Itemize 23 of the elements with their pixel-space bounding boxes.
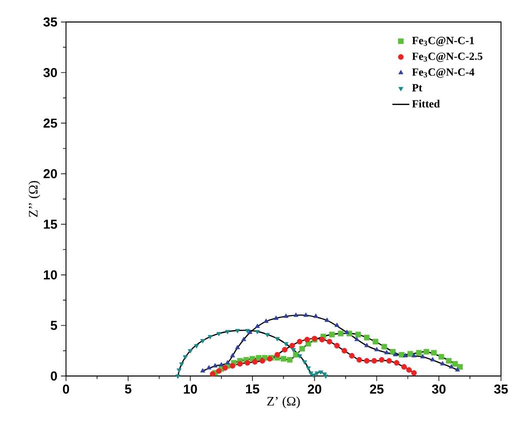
x-tick-label: 5 <box>124 384 132 394</box>
y-axis-title: Z’’ (Ω) <box>28 181 40 217</box>
legend-label: Fe$_{3}$C@N-C-1 <box>412 36 474 46</box>
legend-label: Fitted <box>412 100 440 108</box>
x-tick-label: 15 <box>246 384 260 394</box>
x-tick-label: 35 <box>494 384 508 394</box>
legend-label: Fe$_{3}$C@N-C-2.5 <box>412 52 482 62</box>
y-tick-label: 20 <box>44 169 57 178</box>
x-tick-label: 25 <box>370 384 384 394</box>
y-tick-label: 5 <box>50 320 58 330</box>
x-tick-label: 30 <box>432 384 446 394</box>
x-tick-label: 20 <box>308 384 322 394</box>
legend-label: Fe$_{3}$C@N-C-4 <box>412 68 474 78</box>
y-tick-label: 0 <box>50 371 57 381</box>
x-tick-label: 0 <box>62 384 70 394</box>
y-tick-label: 25 <box>44 118 58 128</box>
y-tick-label: 10 <box>44 270 57 280</box>
y-tick-label: 15 <box>44 220 58 229</box>
x-axis-title: Z’ (Ω) <box>267 396 300 408</box>
x-tick-label: 10 <box>184 384 197 394</box>
y-tick-label: 35 <box>43 17 58 27</box>
legend-label: Pt <box>412 84 422 92</box>
y-tick-label: 30 <box>43 68 57 78</box>
